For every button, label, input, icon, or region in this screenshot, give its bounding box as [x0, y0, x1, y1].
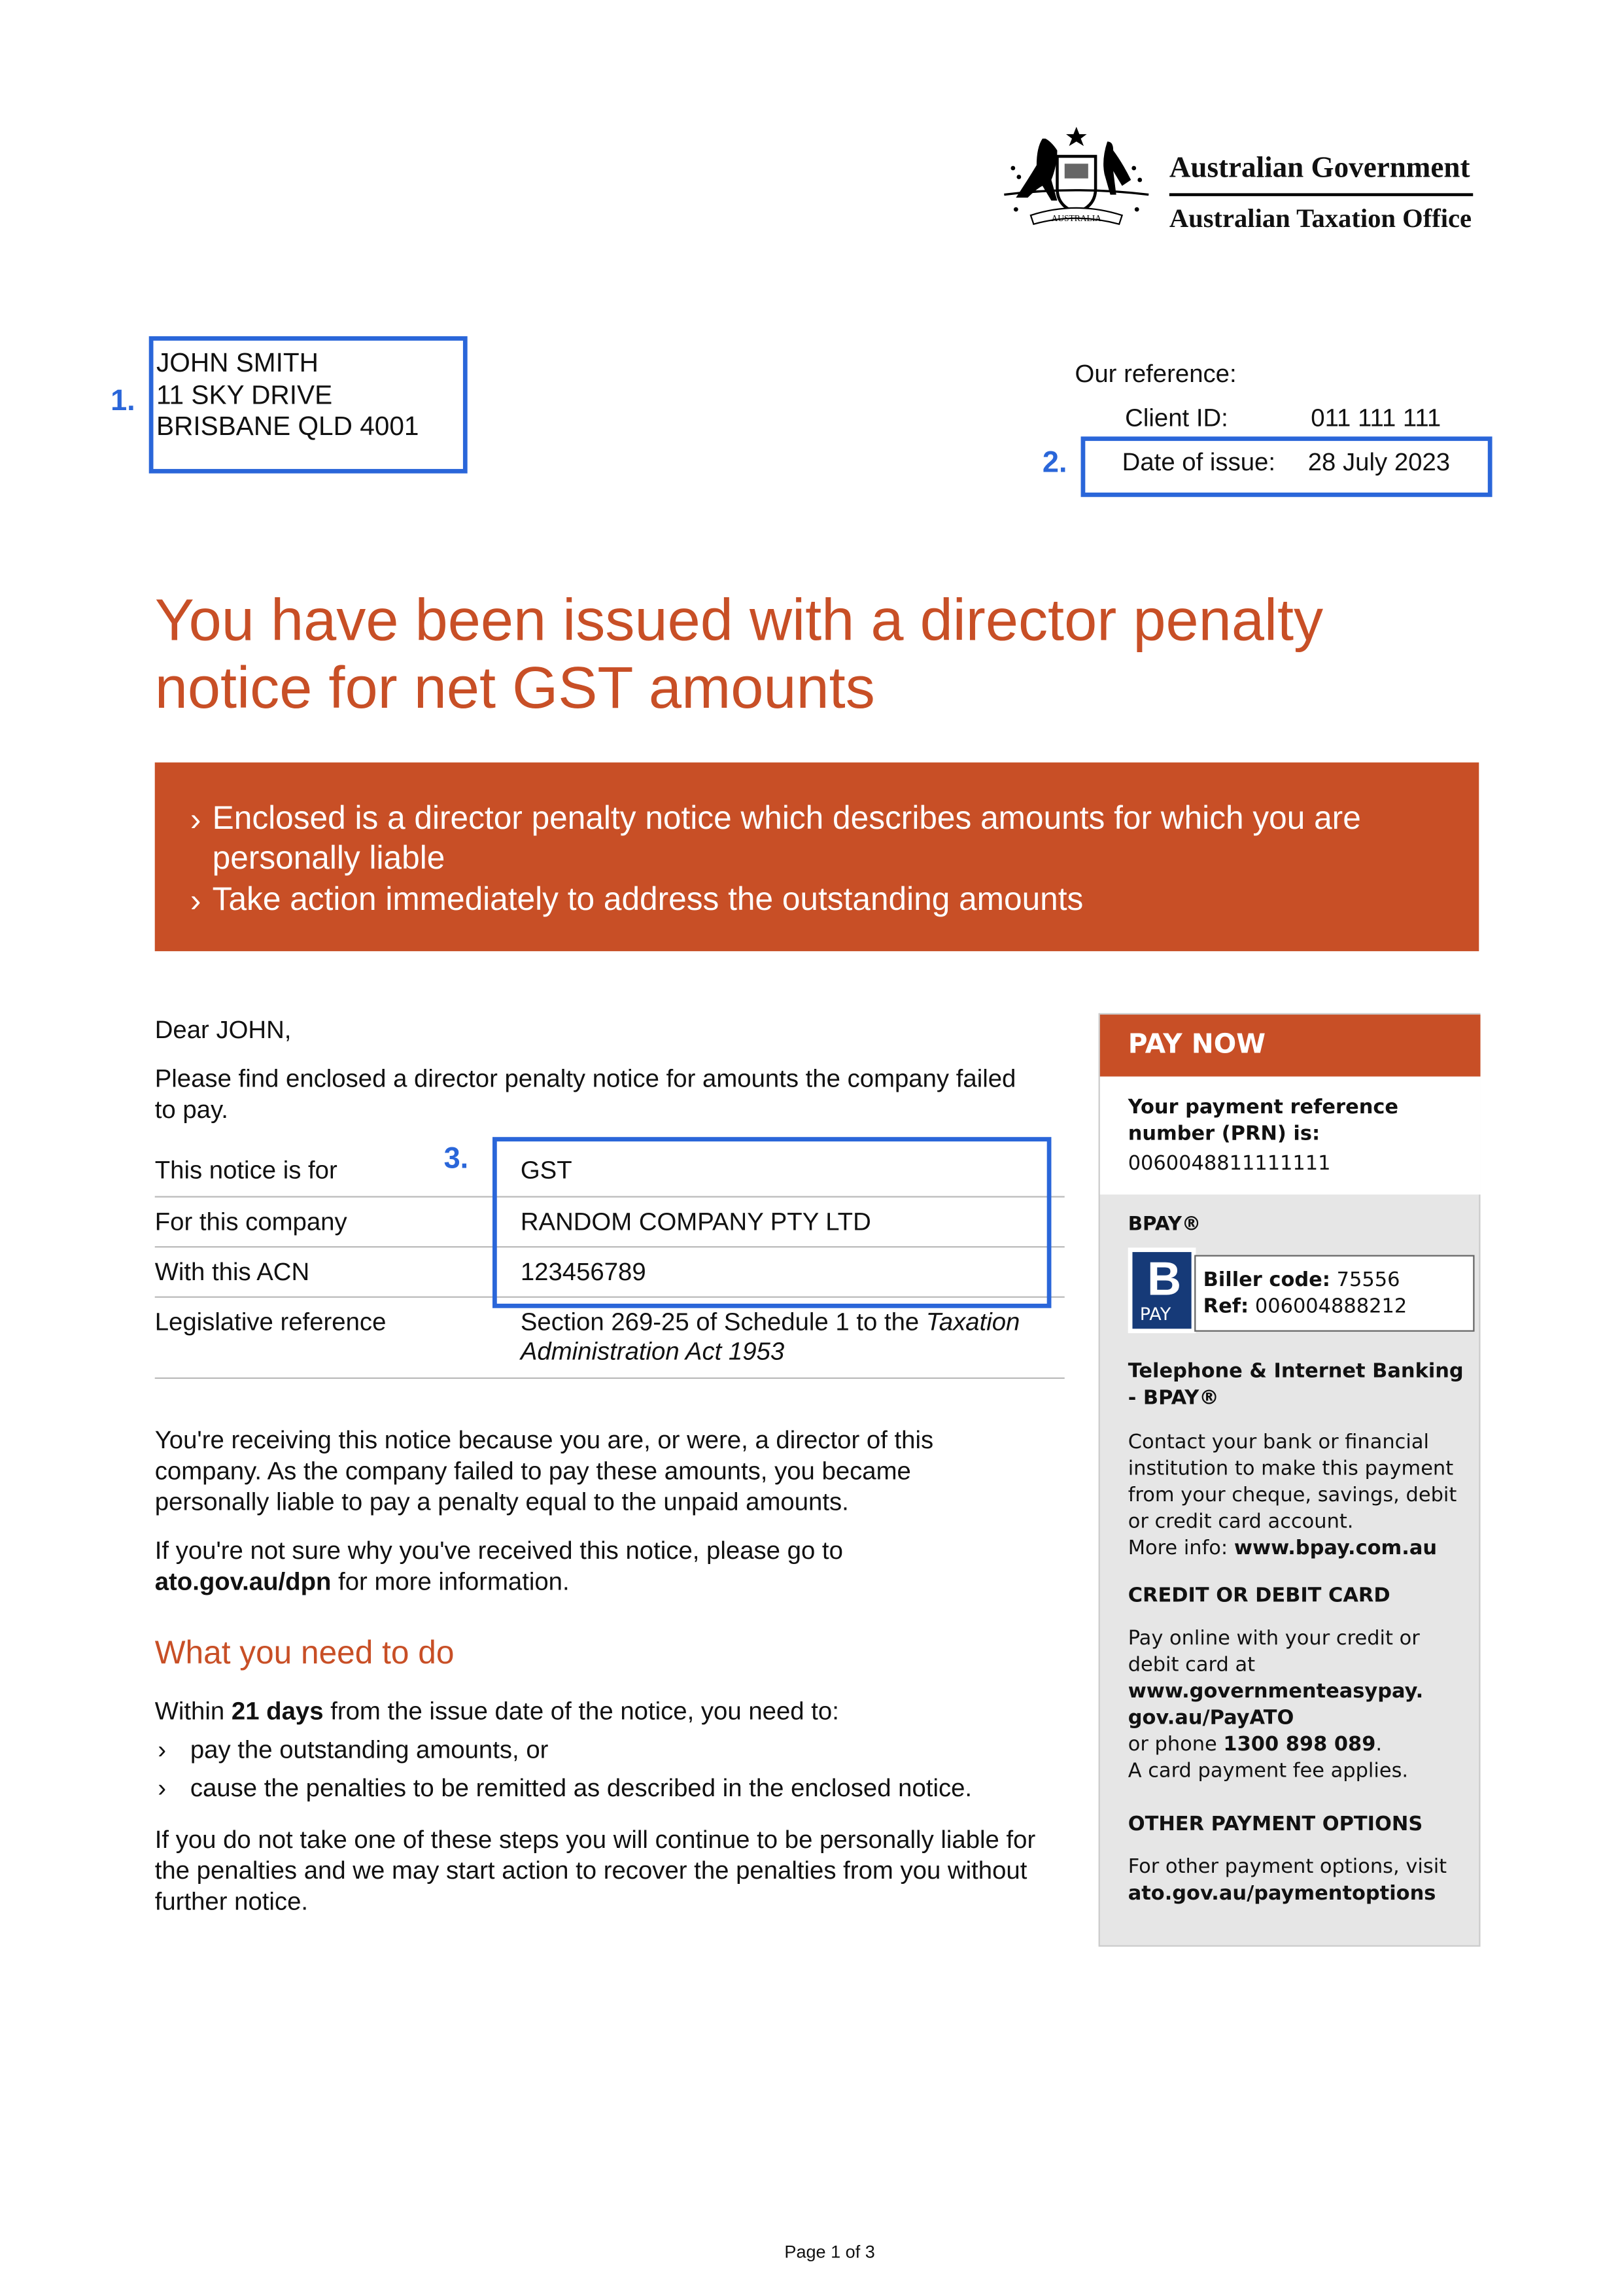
banner-item: Take action immediately to address the o…: [212, 880, 1084, 918]
logo-divider: [1169, 193, 1474, 196]
action-item: cause the penalties to be remitted as de…: [190, 1774, 973, 1802]
tib-heading: Telephone & Internet Banking - BPAY®: [1128, 1359, 1464, 1410]
table-row: Legislative reference Section 269-25 of S…: [154, 1298, 1066, 1379]
page-number: Page 1 of 3: [784, 2241, 875, 2263]
bpay-heading: BPAY®: [1128, 1213, 1201, 1236]
bpay-link[interactable]: www.bpay.com.au: [1234, 1537, 1438, 1561]
paragraph: If you're not sure why you've received t…: [155, 1535, 981, 1597]
marker-1: 1.: [111, 385, 135, 418]
banner-item: Enclosed is a director penalty notice wh…: [212, 799, 1361, 876]
greeting: Dear JOHN,: [154, 1016, 292, 1045]
title-line: You have been issued with a director pen…: [154, 588, 1324, 653]
table-row: This notice is for GST: [154, 1146, 1065, 1198]
row-value-text: Section 269-25 of Schedule 1 to the: [520, 1308, 926, 1336]
payment-options-link[interactable]: ato.gov.au/paymentoptions: [1128, 1881, 1436, 1905]
text: A card payment fee applies.: [1128, 1759, 1409, 1783]
row-value: RANDOM COMPANY PTY LTD: [520, 1208, 871, 1236]
table-row: With this ACN 123456789: [154, 1247, 1065, 1298]
ref-value: 006004888212: [1249, 1295, 1407, 1319]
paragraph: You're receiving this notice because you…: [154, 1426, 934, 1516]
crest-text: AUSTRALIA: [1051, 213, 1101, 223]
text: .: [1375, 1733, 1383, 1757]
bpay-logo-bg: B PAY: [1132, 1252, 1192, 1329]
card-text: Pay online with your credit or debit car…: [1128, 1625, 1424, 1784]
row-label: With this ACN: [154, 1258, 310, 1286]
client-id-value: 011 111 111: [1311, 404, 1441, 432]
row-label: Legislative reference: [154, 1308, 387, 1336]
summary-banner: › Enclosed is a director penalty notice …: [154, 762, 1479, 952]
date-value: 28 July 2023: [1307, 448, 1451, 477]
action-item: pay the outstanding amounts, or: [190, 1735, 549, 1764]
table-row: For this company RANDOM COMPANY PTY LTD: [154, 1198, 1065, 1248]
address-line: JOHN SMITH: [156, 348, 319, 378]
tib-text: Contact your bank or financial instituti…: [1128, 1429, 1460, 1562]
biller-code: 75556: [1330, 1268, 1400, 1292]
gov-name: Australian Government: [1169, 152, 1470, 184]
dpn-link[interactable]: ato.gov.au/dpn: [154, 1567, 332, 1596]
text: Pay online with your credit or debit car…: [1128, 1626, 1420, 1677]
payato-link[interactable]: www.governmenteasypay. gov.au/PayATO: [1128, 1679, 1424, 1730]
bullet-icon: ›: [190, 882, 201, 919]
intro-paragraph: Please find enclosed a director penalty …: [154, 1064, 1016, 1124]
text: For other payment options, visit: [1128, 1855, 1447, 1879]
text: or phone: [1128, 1733, 1224, 1757]
reference-title: Our reference:: [1075, 360, 1237, 388]
text: Within: [154, 1697, 232, 1726]
section-heading: What you need to do: [154, 1633, 455, 1671]
other-heading: OTHER PAYMENT OPTIONS: [1128, 1812, 1423, 1836]
paragraph: Within 21 days from the issue date of th…: [155, 1696, 839, 1727]
prn-section: Your payment reference number (PRN) is: …: [1099, 1076, 1481, 1195]
row-value: 123456789: [520, 1258, 646, 1286]
highlight-box-2: [1080, 436, 1493, 497]
highlight-box-1: [148, 336, 468, 474]
card-heading: CREDIT OR DEBIT CARD: [1128, 1584, 1390, 1608]
highlight-box-3: [492, 1137, 1052, 1308]
pay-now-panel: PAY NOW Your payment reference number (P…: [1098, 1013, 1481, 1947]
date-label: Date of issue:: [1122, 448, 1276, 477]
address-line: 11 SKY DRIVE: [156, 379, 333, 409]
prn-value: 0060048811111111: [1128, 1151, 1331, 1175]
ref-label: Ref:: [1203, 1295, 1249, 1319]
row-label: This notice is for: [154, 1156, 337, 1185]
pay-now-title: PAY NOW: [1128, 1029, 1266, 1060]
row-value: GST: [520, 1156, 572, 1185]
text: If you're not sure why you've received t…: [154, 1537, 843, 1565]
marker-3: 3.: [443, 1143, 469, 1175]
biller-box: Biller code: 75556 Ref: 006004888212: [1194, 1255, 1475, 1332]
title-line: notice for net GST amounts: [154, 656, 875, 722]
bullet-icon: ›: [190, 801, 201, 838]
pay-now-header: PAY NOW: [1099, 1015, 1481, 1077]
prn-label: Your payment reference number (PRN) is:: [1128, 1096, 1399, 1146]
bpay-logo-text: PAY: [1139, 1303, 1171, 1325]
bullet-icon: ›: [158, 1774, 167, 1802]
bullet-icon: ›: [158, 1735, 167, 1764]
agency-name: Australian Taxation Office: [1169, 203, 1472, 234]
row-value: Section 269-25 of Schedule 1 to the Taxa…: [521, 1308, 1066, 1367]
row-label: For this company: [154, 1208, 347, 1236]
text: for more information.: [331, 1567, 570, 1596]
recipient-address: JOHN SMITH 11 SKY DRIVE BRISBANE QLD 400…: [156, 348, 419, 443]
biller-label: Biller code:: [1203, 1268, 1330, 1292]
address-line: BRISBANE QLD 4001: [156, 411, 419, 442]
bpay-logo-icon: B PAY: [1128, 1247, 1196, 1334]
paragraph: If you do not take one of these steps yo…: [154, 1826, 1036, 1916]
page-title: You have been issued with a director pen…: [155, 587, 1323, 722]
other-text: For other payment options, visit ato.gov.…: [1128, 1854, 1475, 1907]
act-name: Taxation Administration Act 1953: [520, 1308, 1020, 1366]
phone-number: 1300 898 089: [1223, 1733, 1376, 1757]
marker-2: 2.: [1042, 447, 1067, 479]
client-id-label: Client ID:: [1125, 404, 1228, 432]
text: Contact your bank or financial instituti…: [1128, 1430, 1457, 1534]
text: from the issue date of the notice, you n…: [323, 1697, 839, 1726]
text: More info:: [1128, 1537, 1234, 1561]
days: 21 days: [231, 1697, 324, 1726]
coat-of-arms-icon: AUSTRALIA: [998, 124, 1154, 239]
